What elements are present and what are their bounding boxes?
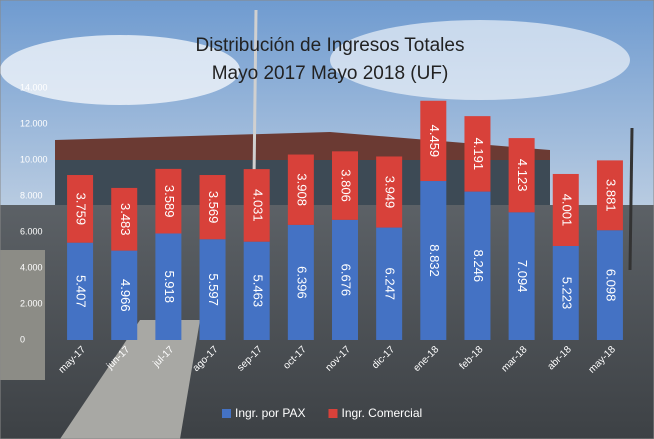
legend-label: Ingr. Comercial	[341, 406, 422, 420]
value-label: 3.483	[118, 203, 133, 236]
value-label: 5.223	[559, 277, 574, 310]
y-tick-label: 8.000	[20, 190, 43, 200]
value-label: 6.247	[383, 268, 398, 301]
value-label: 6.676	[339, 264, 354, 297]
legend-swatch	[222, 409, 231, 418]
value-label: 8.246	[471, 250, 486, 283]
y-tick-label: 14.000	[20, 82, 48, 92]
y-tick-label: 2.000	[20, 298, 43, 308]
value-label: 4.123	[515, 159, 530, 192]
value-label: 3.949	[383, 176, 398, 209]
value-label: 4.459	[427, 125, 442, 158]
value-label: 5.918	[162, 270, 177, 303]
value-label: 3.759	[74, 193, 89, 226]
value-label: 6.396	[294, 266, 309, 299]
value-label: 4.031	[250, 189, 265, 222]
value-label: 3.589	[162, 185, 177, 218]
legend-swatch	[328, 409, 337, 418]
chart-subtitle: Mayo 2017 Mayo 2018 (UF)	[212, 63, 449, 84]
value-label: 8.832	[427, 244, 442, 277]
y-tick-label: 4.000	[20, 262, 43, 272]
value-label: 3.569	[206, 191, 221, 224]
value-label: 4.966	[118, 279, 133, 312]
value-label: 7.094	[515, 260, 530, 293]
value-label: 6.098	[603, 269, 618, 302]
value-label: 3.806	[339, 169, 354, 202]
chart-title: Distribución de Ingresos Totales	[196, 35, 465, 56]
y-tick-label: 12.000	[20, 118, 48, 128]
value-label: 4.191	[471, 138, 486, 171]
value-label: 4.001	[559, 194, 574, 227]
value-label: 5.407	[74, 275, 89, 308]
chart: Distribución de Ingresos Totales Mayo 20…	[0, 0, 654, 439]
value-label: 3.908	[294, 173, 309, 206]
value-label: 3.881	[603, 179, 618, 212]
y-tick-label: 0	[20, 334, 25, 344]
y-tick-label: 10.000	[20, 154, 48, 164]
value-label: 5.597	[206, 273, 221, 306]
y-tick-label: 6.000	[20, 226, 43, 236]
value-label: 5.463	[250, 275, 265, 308]
legend-label: Ingr. por PAX	[235, 406, 305, 420]
